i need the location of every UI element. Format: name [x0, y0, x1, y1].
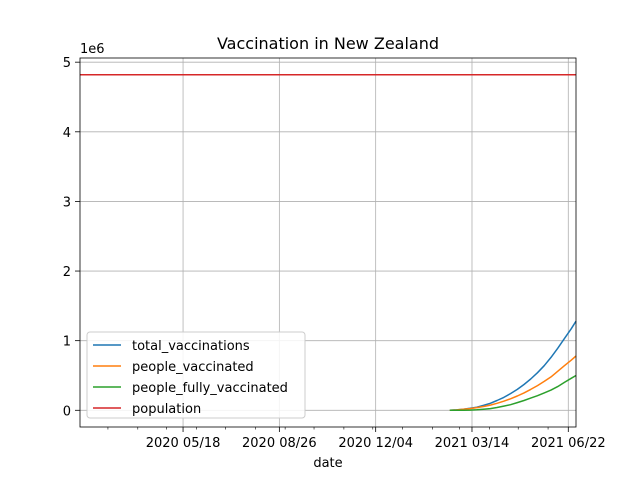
axes [75, 57, 577, 432]
y-tick-label: 1 [63, 335, 71, 350]
legend-label-population: population [132, 402, 201, 417]
y-offset-label: 1e6 [80, 42, 105, 57]
legend-label-people_fully_vaccinated: people_fully_vaccinated [132, 381, 288, 396]
x-tick-label: 2020 12/04 [338, 436, 413, 451]
y-tick-label: 4 [63, 126, 71, 141]
chart-title: Vaccination in New Zealand [217, 34, 439, 53]
legend-label-people_vaccinated: people_vaccinated [132, 360, 254, 375]
series-line-people_vaccinated [449, 355, 577, 412]
x-axis-label: date [313, 456, 342, 471]
grid [80, 58, 576, 427]
tick-labels: 2020 05/18 2020 08/26 2020 12/04 2021 03/14… [63, 56, 606, 451]
legend: total_vaccinations people_vaccinatedpeopl… [86, 331, 306, 419]
y-tick-label: 2 [63, 265, 71, 280]
y-tick-label: 3 [63, 195, 71, 210]
series-line-people_fully_vaccinated [449, 374, 577, 412]
y-tick-label: 0 [63, 404, 71, 419]
x-tick-label: 2020 08/26 [242, 436, 317, 451]
plot-frame [79, 57, 577, 428]
x-tick-label: 2021 03/14 [435, 436, 510, 451]
legend-label-total_vaccinations: total_vaccinations [132, 339, 250, 354]
plot-lines [80, 73, 577, 412]
x-tick-label: 2020 05/18 [146, 436, 221, 451]
y-tick-label: 5 [63, 56, 71, 71]
legend-box [86, 331, 306, 419]
x-tick-label: 2021 06/22 [531, 436, 606, 451]
